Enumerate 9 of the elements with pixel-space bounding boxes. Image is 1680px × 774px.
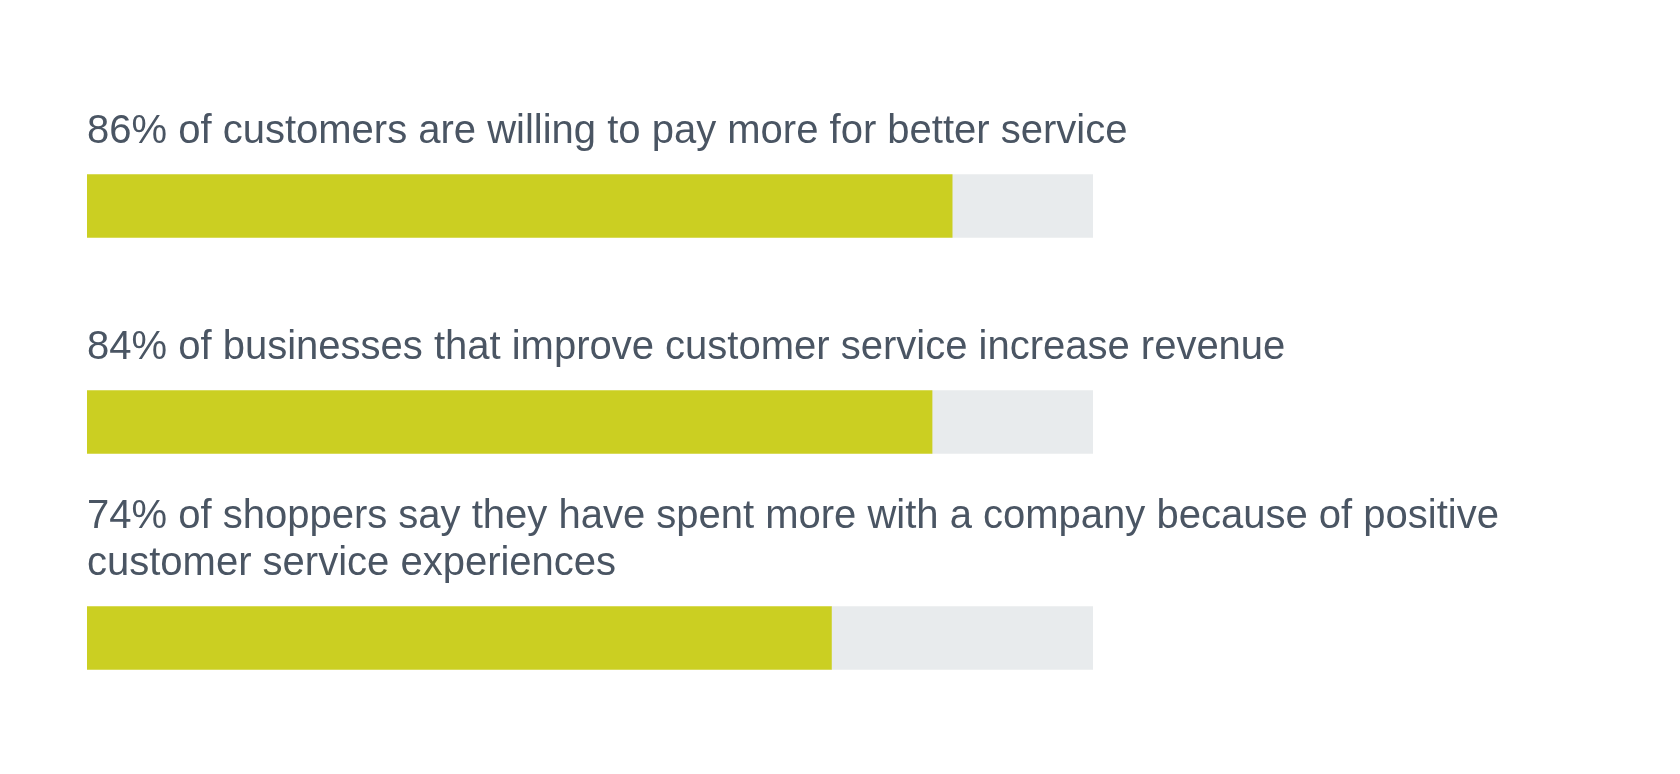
- bar: [87, 174, 953, 238]
- y-tick-label: 86% of customers are willing to pay more for better service: [87, 106, 1128, 151]
- bar: [831, 606, 1093, 670]
- bar: [931, 390, 1093, 454]
- bar: [87, 390, 933, 454]
- bar: [951, 174, 1093, 238]
- y-tick-label: 74% of shoppers say they have spent more with a company because of positive customer service experiences: [87, 491, 1499, 583]
- bar: [87, 606, 832, 670]
- y-tick-label: 84% of businesses that improve customer service increase revenue: [87, 322, 1286, 367]
